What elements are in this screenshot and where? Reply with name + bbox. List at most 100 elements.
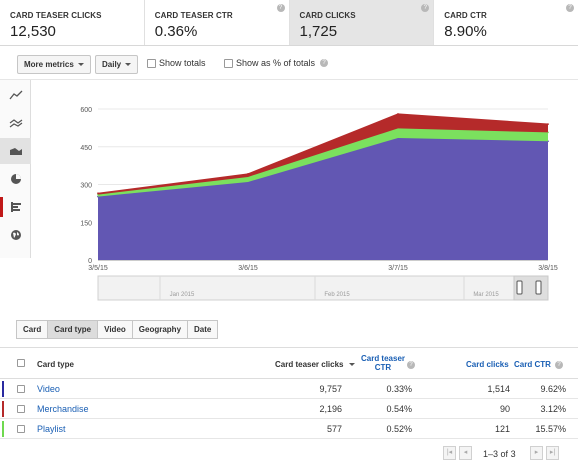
multi-line-icon[interactable] (0, 110, 31, 136)
row-card-ctr: 3.12% (540, 404, 566, 414)
interval-dropdown[interactable]: Daily (95, 55, 139, 74)
row-card-clicks: 121 (494, 424, 510, 434)
header-card-ctr[interactable]: Card CTR (514, 360, 551, 369)
row-teaser-ctr: 0.33% (386, 384, 412, 394)
metric-label: CARD CTR (444, 11, 487, 20)
row-teaser-clicks: 9,757 (319, 384, 342, 394)
series-color-bar (2, 381, 4, 397)
y-tick-label: 450 (80, 145, 92, 152)
table-header: Card type Card teaser clicks Card teaser… (0, 347, 578, 379)
bar-chart-icon[interactable] (0, 194, 31, 220)
help-icon[interactable]: ? (555, 361, 563, 369)
show-totals-checkbox[interactable]: Show totals (147, 58, 206, 68)
page-range-total: 3 (510, 449, 516, 459)
metric-label: CARD CLICKS (299, 11, 356, 20)
row-card-type[interactable]: Playlist (37, 424, 66, 434)
data-point (247, 173, 249, 175)
area-merchandise (98, 114, 548, 195)
data-point (547, 123, 549, 125)
table-row[interactable]: Playlist 577 0.52% 121 15.57% (0, 419, 578, 439)
help-icon[interactable]: ? (407, 361, 415, 369)
y-tick-label: 300 (80, 183, 92, 190)
table-row[interactable]: Merchandise 2,196 0.54% 90 3.12% (0, 399, 578, 419)
more-metrics-label: More metrics (24, 60, 74, 69)
row-teaser-clicks: 577 (326, 424, 342, 434)
y-tick-label: 150 (80, 220, 92, 227)
series-line (97, 113, 549, 194)
row-card-clicks: 90 (499, 404, 510, 414)
tab-geography[interactable]: Geography (131, 320, 189, 339)
header-card-clicks[interactable]: Card clicks (466, 360, 509, 369)
metric-value: 1,725 (299, 23, 338, 40)
table-row[interactable]: Video 9,757 0.33% 1,514 9.62% (0, 379, 578, 399)
range-navigator (97, 275, 549, 301)
help-icon[interactable]: ? (566, 4, 574, 12)
interval-label: Daily (102, 60, 122, 69)
x-tick-label: 3/6/15 (238, 265, 258, 272)
help-icon[interactable]: ? (421, 4, 430, 12)
metric-label: CARD TEASER CTR (154, 11, 233, 20)
row-teaser-clicks: 2,196 (319, 404, 342, 414)
chart-controls: More metrics Daily Show totals Show as %… (0, 46, 578, 80)
page-range-of: of (500, 449, 509, 459)
metric-card-ctr[interactable]: CARD CTR 8.90% ? (434, 0, 578, 45)
stacked-area-chart: 0 150 300 450 600 3/5/15 3/6/15 3/7/15 3/8/15 Jan… (80, 107, 558, 301)
metric-card-teaser-clicks[interactable]: CARD TEASER CLICKS 12,530 (0, 0, 145, 45)
header-teaser-clicks[interactable]: Card teaser clicks (275, 360, 355, 369)
row-teaser-ctr: 0.54% (386, 404, 412, 414)
row-card-type[interactable]: Video (37, 384, 60, 394)
show-totals-label: Show totals (159, 58, 206, 68)
metric-value: 8.90% (444, 23, 487, 40)
globe-icon[interactable] (0, 222, 31, 248)
navigator-handle[interactable] (516, 280, 523, 295)
checkbox-icon[interactable] (224, 58, 233, 68)
metric-value: 12,530 (10, 23, 56, 40)
first-page-button[interactable]: |◂ (443, 446, 456, 460)
row-checkbox[interactable] (17, 425, 25, 433)
row-checkbox[interactable] (17, 405, 25, 413)
tab-card[interactable]: Card (16, 320, 49, 339)
active-indicator (0, 197, 3, 217)
row-card-clicks: 1,514 (487, 384, 510, 394)
prev-page-button[interactable]: ◂ (459, 446, 472, 460)
help-icon[interactable]: ? (320, 59, 329, 67)
pie-chart-icon[interactable] (0, 166, 31, 192)
x-tick-label: 3/7/15 (388, 265, 408, 272)
y-tick-label: 600 (80, 107, 92, 114)
row-card-type[interactable]: Merchandise (37, 404, 89, 414)
dimension-tabs: Card Card type Video Geography Date (16, 320, 219, 339)
sort-down-icon (348, 363, 355, 367)
row-teaser-ctr: 0.52% (386, 424, 412, 434)
caret-down-icon (125, 63, 132, 66)
series-color-bar (2, 421, 4, 437)
line-chart-icon[interactable] (0, 82, 31, 108)
area-video (98, 137, 548, 260)
checkbox-icon[interactable] (147, 58, 156, 68)
card-type-table: Card type Card teaser clicks Card teaser… (0, 347, 578, 439)
navigator-label: Jan 2015 (170, 292, 195, 298)
show-percent-checkbox[interactable]: Show as % of totals ? (224, 58, 329, 68)
select-all-checkbox[interactable] (17, 359, 25, 367)
navigator-handle[interactable] (535, 280, 542, 295)
metric-card-teaser-ctr[interactable]: CARD TEASER CTR 0.36% ? (145, 0, 290, 45)
row-checkbox[interactable] (17, 385, 25, 393)
metric-label: CARD TEASER CLICKS (10, 11, 102, 20)
navigator-label: Feb 2015 (324, 292, 350, 298)
pagination: |◂ ◂ 1–3 of 3 ▸ ▸| (0, 444, 578, 466)
header-teaser-ctr[interactable]: Card teaser CTR (359, 354, 407, 372)
tab-card-type[interactable]: Card type (47, 320, 99, 339)
y-tick-label: 0 (88, 258, 92, 265)
help-icon[interactable]: ? (276, 4, 285, 12)
more-metrics-dropdown[interactable]: More metrics (17, 55, 91, 74)
stacked-area-icon[interactable] (0, 138, 31, 164)
data-point (397, 113, 399, 115)
metric-card-clicks[interactable]: CARD CLICKS 1,725 ? (289, 0, 435, 45)
row-card-ctr: 15.57% (535, 424, 566, 434)
header-card-type[interactable]: Card type (37, 360, 74, 369)
tab-video[interactable]: Video (97, 320, 133, 339)
header-teaser-ctr-line2: CTR (374, 363, 392, 372)
tab-date[interactable]: Date (187, 320, 219, 339)
next-page-button[interactable]: ▸ (530, 446, 543, 460)
last-page-button[interactable]: ▸| (546, 446, 559, 460)
